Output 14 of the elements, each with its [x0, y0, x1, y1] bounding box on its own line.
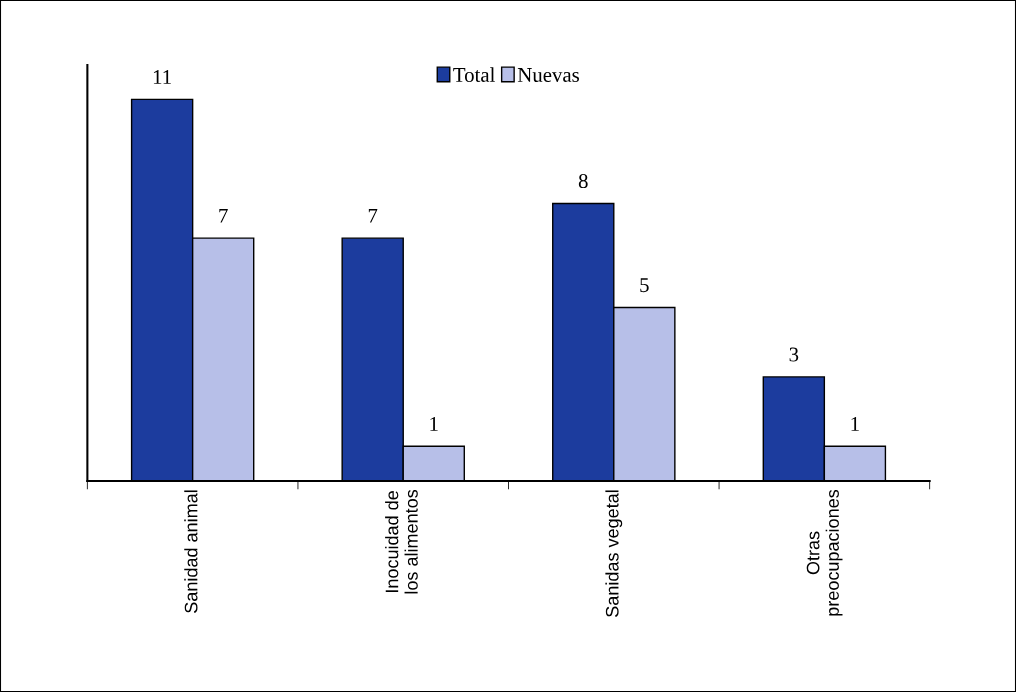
x-tick-label: Otras preocupaciones [806, 489, 843, 616]
data-label: 7 [219, 208, 228, 223]
legend-label: Total [453, 67, 495, 82]
data-label: 1 [430, 416, 438, 431]
data-label: 7 [368, 208, 378, 223]
data-label: 5 [640, 278, 649, 293]
data-label: 8 [578, 174, 588, 189]
data-label: 11 [153, 70, 171, 84]
data-label: 1 [851, 416, 859, 431]
x-tick-label: Inocuidad de los alimentos [385, 489, 418, 594]
x-tick-label: Sanidas vegetal [605, 490, 623, 617]
legend-label: Nuevas [517, 68, 579, 82]
x-tick-label: Sanidad animal [184, 490, 198, 613]
data-label: 3 [789, 347, 799, 362]
